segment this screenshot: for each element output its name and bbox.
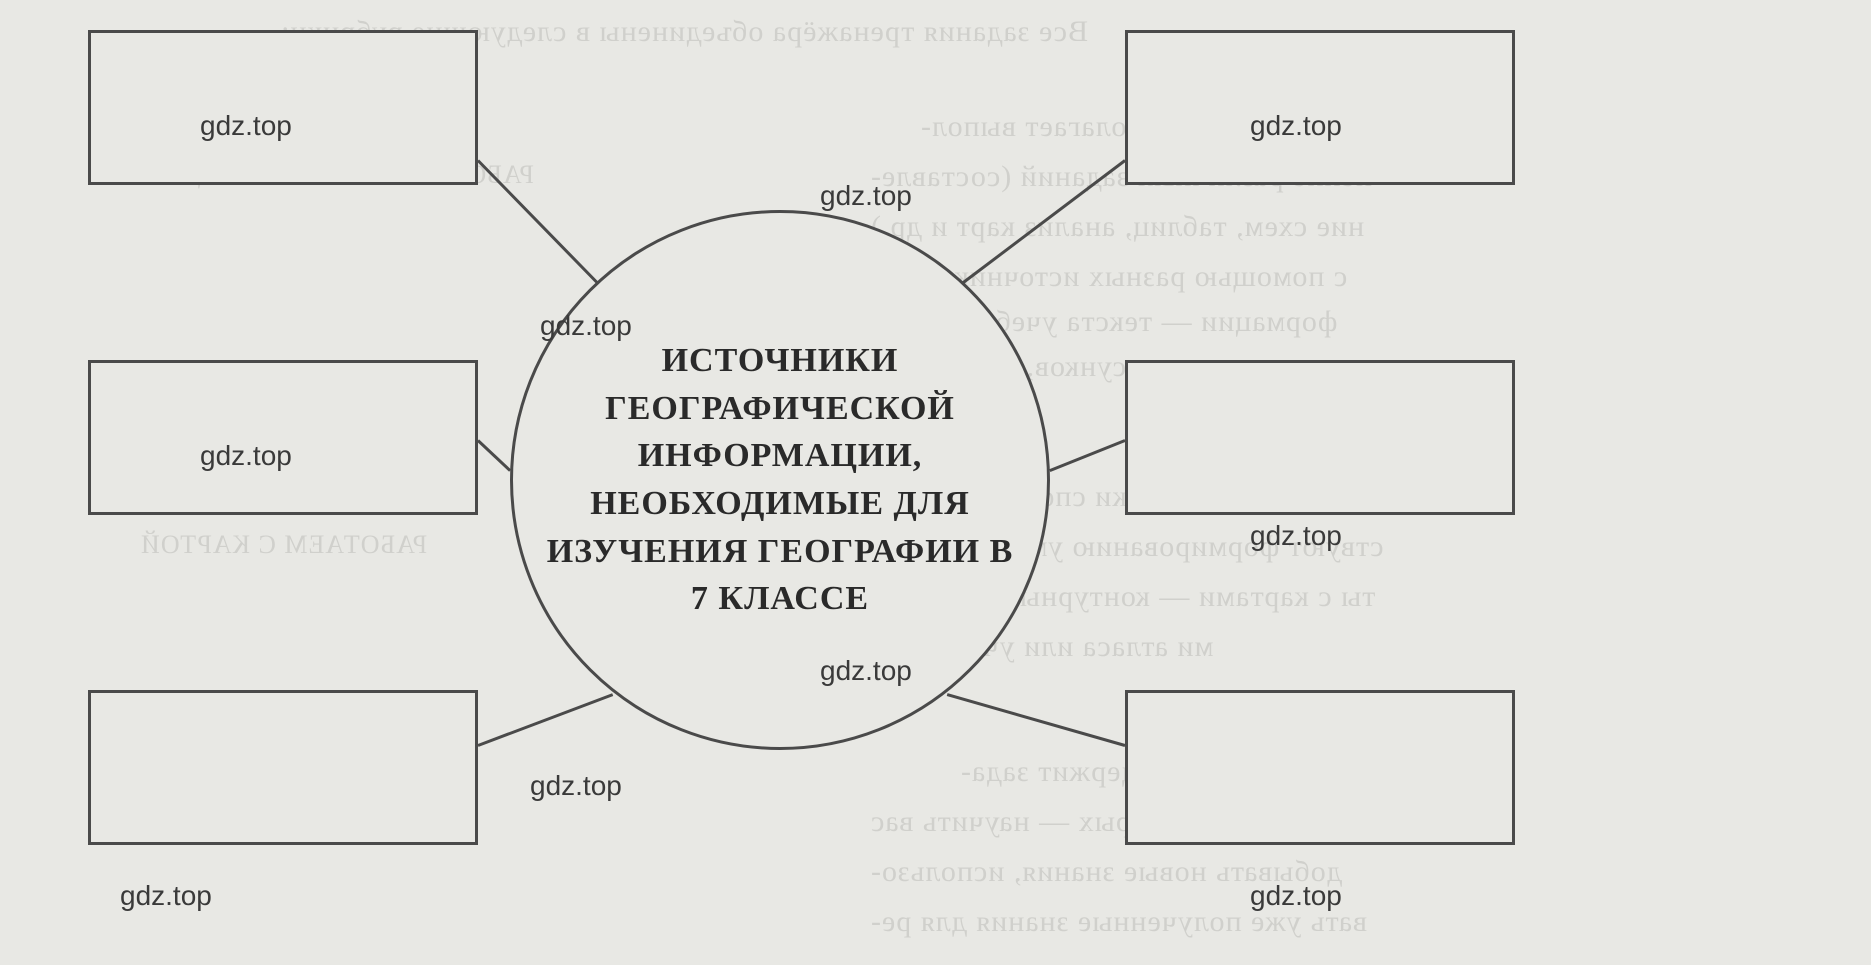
outer-box-bot-right: [1125, 690, 1515, 845]
connector-line-4: [1049, 439, 1125, 472]
connector-line-2: [477, 693, 613, 747]
bg-text-13: добывать новые знания, использо-: [870, 855, 1342, 889]
bg-text-14: вать уже полученные знания для ре-: [870, 905, 1367, 939]
outer-box-bot-left: [88, 690, 478, 845]
watermark-2: gdz.top: [120, 880, 212, 912]
bg-text-3: ние схем, таблиц, анализ карт и др.): [870, 210, 1364, 244]
connector-line-1: [477, 439, 511, 471]
bg-text-16: РАБОТАЕМ С КАРТОЙ: [140, 530, 427, 560]
outer-box-top-right: [1125, 30, 1515, 185]
center-circle-text: ИСТОЧНИКИ ГЕОГРАФИЧЕСКОЙ ИНФОРМАЦИИ, НЕО…: [513, 317, 1047, 643]
outer-box-mid-left: [88, 360, 478, 515]
diagram-container: Все задания тренажёра объединены в следу…: [0, 0, 1871, 965]
outer-box-top-left: [88, 30, 478, 185]
outer-box-mid-right: [1125, 360, 1515, 515]
connector-line-5: [947, 693, 1126, 747]
connector-line-0: [477, 159, 599, 284]
watermark-9: gdz.top: [530, 770, 622, 802]
center-circle: ИСТОЧНИКИ ГЕОГРАФИЧЕСКОЙ ИНФОРМАЦИИ, НЕО…: [510, 210, 1050, 750]
